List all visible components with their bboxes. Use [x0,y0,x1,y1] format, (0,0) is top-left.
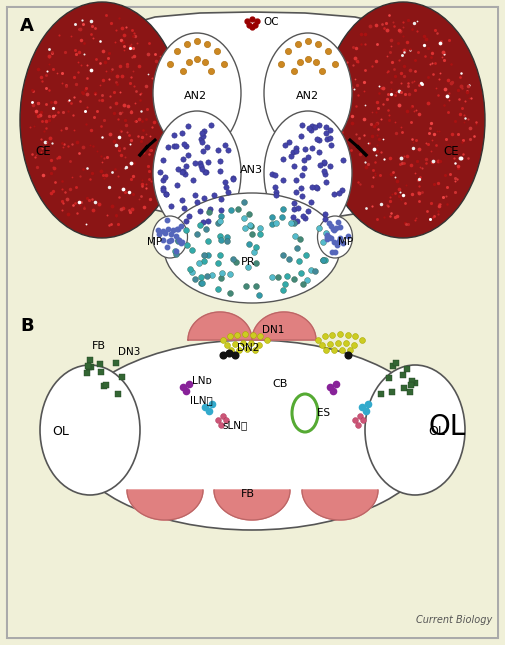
Text: B: B [20,317,34,335]
Polygon shape [252,312,316,340]
Text: AN3: AN3 [240,165,263,175]
Text: LNᴅ: LNᴅ [192,376,212,386]
Ellipse shape [264,111,352,235]
Polygon shape [188,312,252,340]
Text: FB: FB [241,489,255,499]
Ellipse shape [321,2,485,238]
Ellipse shape [153,216,187,258]
Text: DN3: DN3 [118,347,140,357]
Ellipse shape [264,33,352,153]
Text: OC: OC [263,17,279,27]
Text: lLNᵜ: lLNᵜ [190,395,213,405]
Polygon shape [302,490,378,520]
Polygon shape [214,490,290,520]
Text: DN2: DN2 [237,343,260,353]
Text: CB: CB [272,379,287,389]
Text: OL: OL [52,425,69,438]
Text: OL: OL [428,425,445,438]
Text: Current Biology: Current Biology [416,615,492,625]
Text: MP: MP [338,237,353,247]
Ellipse shape [153,111,241,235]
Text: CE: CE [35,145,51,158]
Text: ES: ES [317,408,330,418]
Text: CE: CE [443,145,459,158]
Ellipse shape [153,33,241,153]
Ellipse shape [20,2,184,238]
Polygon shape [127,490,203,520]
Text: sLNᵜ: sLNᵜ [222,420,247,430]
Text: OL: OL [428,413,465,441]
FancyBboxPatch shape [7,7,498,638]
Ellipse shape [40,365,140,495]
Ellipse shape [164,193,340,303]
Polygon shape [62,12,460,225]
Text: AN2: AN2 [296,91,319,101]
Ellipse shape [67,340,437,530]
Text: A: A [20,17,34,35]
Text: AN2: AN2 [184,91,207,101]
Text: DN1: DN1 [262,325,284,335]
Ellipse shape [318,216,352,258]
FancyBboxPatch shape [8,8,497,637]
Text: FB: FB [92,341,106,351]
Text: PR: PR [241,257,256,267]
Text: MP: MP [147,237,162,247]
Ellipse shape [365,365,465,495]
